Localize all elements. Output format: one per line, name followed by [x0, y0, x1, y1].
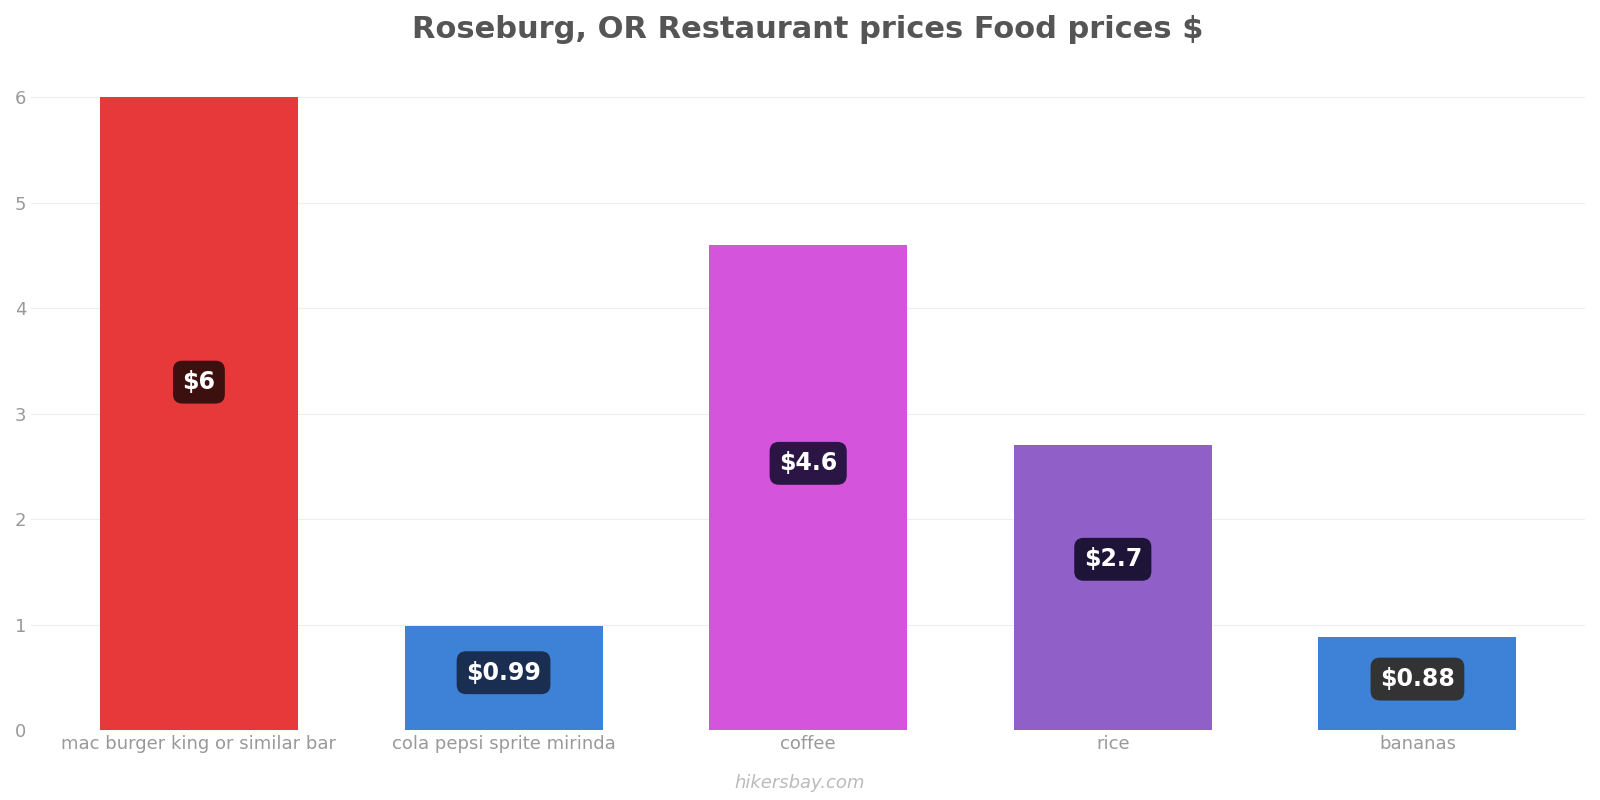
Text: hikersbay.com: hikersbay.com	[734, 774, 866, 792]
Bar	[99, 98, 298, 730]
Bar	[1318, 638, 1517, 730]
Text: $2.7: $2.7	[1083, 547, 1142, 571]
Bar	[405, 626, 603, 730]
Text: $0.88: $0.88	[1381, 667, 1454, 691]
Text: $0.99: $0.99	[466, 661, 541, 685]
Text: $6: $6	[182, 370, 216, 394]
Bar	[709, 245, 907, 730]
Bar	[1014, 446, 1211, 730]
Text: $4.6: $4.6	[779, 451, 837, 475]
Title: Roseburg, OR Restaurant prices Food prices $: Roseburg, OR Restaurant prices Food pric…	[413, 15, 1203, 44]
